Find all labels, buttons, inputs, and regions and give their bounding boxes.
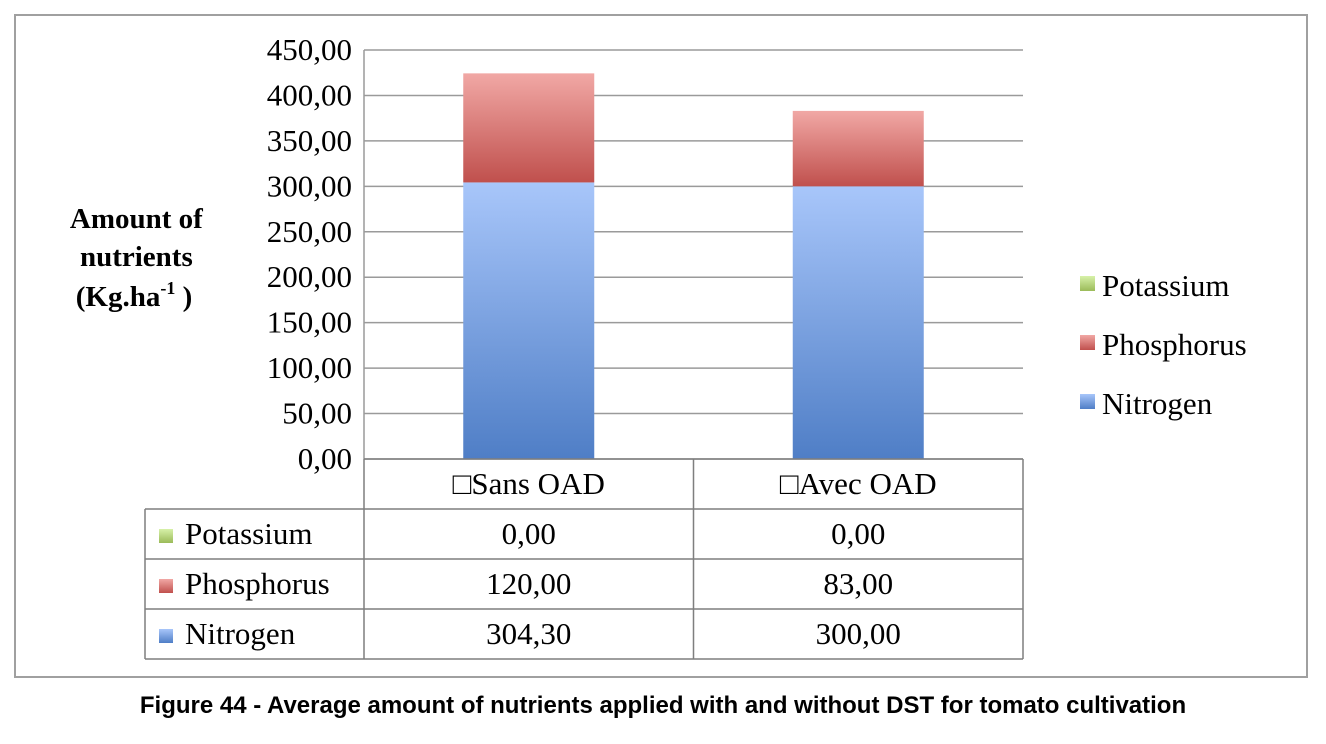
table-value: 0,00 bbox=[831, 516, 885, 551]
y-axis-label-unit-close: ) bbox=[175, 281, 192, 313]
table-legend-key bbox=[159, 629, 173, 643]
table-series-label: Phosphorus bbox=[185, 566, 330, 601]
y-axis-label-unit: (Kg.ha bbox=[76, 281, 161, 313]
y-axis-label-line-1: Amount of bbox=[70, 203, 203, 235]
y-tick-label: 400,00 bbox=[267, 77, 352, 112]
legend-key-phosphorus bbox=[1080, 335, 1095, 350]
y-tick-label: 100,00 bbox=[267, 350, 352, 385]
y-axis-ticks: 0,00 50,00 100,00 150,00 200,00 250,00 300,00 3… bbox=[267, 32, 352, 476]
legend-key-nitrogen bbox=[1080, 394, 1095, 409]
legend-label-nitrogen: Nitrogen bbox=[1102, 386, 1213, 421]
y-tick-label: 150,00 bbox=[267, 305, 352, 340]
y-axis-label: Amount of nutrients (Kg.ha-1 ) bbox=[70, 203, 210, 313]
y-tick-label: 300,00 bbox=[267, 168, 352, 203]
x-category-label: □Avec OAD bbox=[780, 466, 937, 501]
y-tick-label: 450,00 bbox=[267, 32, 352, 67]
table-value: 300,00 bbox=[816, 616, 901, 651]
grid-lines bbox=[363, 49, 1023, 460]
bar-phosphorus-1 bbox=[463, 73, 595, 183]
table-legend-key bbox=[159, 579, 173, 593]
y-tick-label: 50,00 bbox=[282, 396, 352, 431]
legend-label-phosphorus: Phosphorus bbox=[1102, 327, 1247, 362]
table-series-label: Nitrogen bbox=[185, 616, 296, 651]
bars bbox=[463, 73, 924, 460]
y-tick-label: 200,00 bbox=[267, 259, 352, 294]
legend: Potassium Phosphorus Nitrogen bbox=[1080, 268, 1247, 421]
bar-nitrogen-1 bbox=[463, 182, 595, 459]
y-tick-label: 350,00 bbox=[267, 123, 352, 158]
x-category-label: □Sans OAD bbox=[453, 466, 605, 501]
y-tick-label: 0,00 bbox=[298, 441, 352, 476]
bar-nitrogen-2 bbox=[792, 186, 924, 460]
legend-label-potassium: Potassium bbox=[1102, 268, 1229, 303]
table-value: 0,00 bbox=[502, 516, 556, 551]
data-table: □Sans OAD □Avec OAD Potassium 0,00 0,00 Phosp… bbox=[144, 458, 1024, 660]
table-value: 83,00 bbox=[823, 566, 893, 601]
legend-key-potassium bbox=[1080, 276, 1095, 291]
table-series-label: Potassium bbox=[185, 516, 312, 551]
y-tick-label: 250,00 bbox=[267, 214, 352, 249]
y-axis-label-unit-sup: -1 bbox=[160, 278, 175, 298]
y-axis-label-line-2: nutrients bbox=[80, 241, 193, 273]
table-value: 120,00 bbox=[486, 566, 571, 601]
table-value: 304,30 bbox=[486, 616, 571, 651]
table-legend-key bbox=[159, 529, 173, 543]
figure-caption: Figure 44 - Average amount of nutrients … bbox=[139, 692, 1187, 719]
bar-phosphorus-2 bbox=[792, 110, 924, 187]
